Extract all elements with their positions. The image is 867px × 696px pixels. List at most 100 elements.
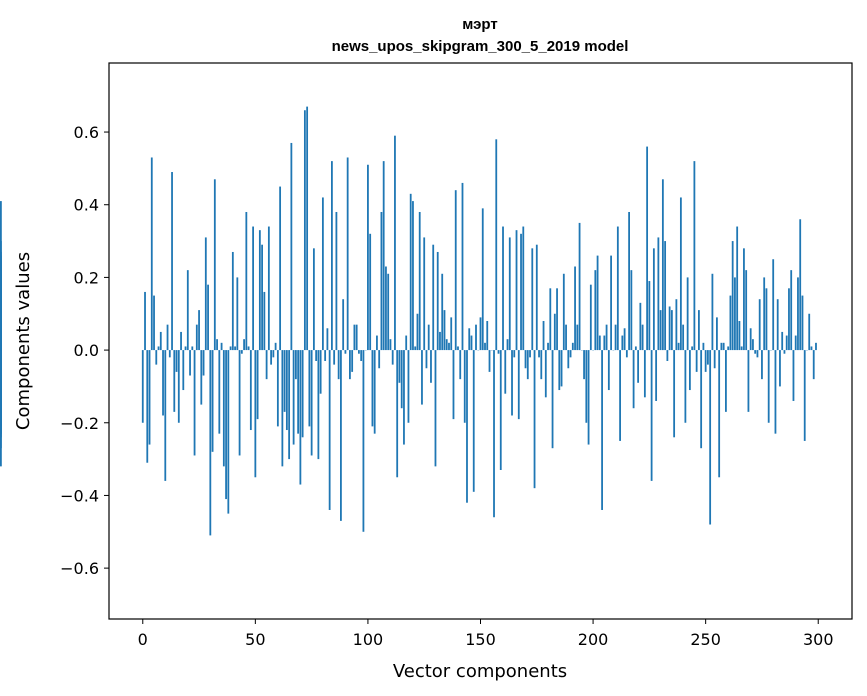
bar-4 (150, 157, 153, 351)
bar-196 (583, 350, 585, 380)
bar-127 (427, 324, 430, 351)
bar-58 (272, 350, 275, 358)
x-tick-label: 200 (578, 630, 609, 649)
bar-113 (396, 350, 399, 478)
bar-243 (688, 350, 691, 391)
bar-145 (468, 328, 471, 351)
bar-80 (321, 197, 324, 351)
bar-111 (391, 350, 394, 365)
bar-172 (529, 350, 531, 358)
bar-278 (767, 350, 770, 423)
bar-32 (213, 179, 216, 351)
bar-291 (797, 277, 799, 351)
bar-138 (452, 350, 455, 420)
bar-247 (698, 310, 700, 351)
bar-160 (502, 226, 504, 351)
bar-140 (457, 346, 459, 351)
bar-22 (191, 346, 194, 351)
bar-288 (790, 270, 793, 351)
bar-182 (551, 350, 554, 449)
bar-223 (643, 350, 646, 398)
bar-107 (382, 161, 385, 351)
bar-64 (285, 350, 288, 431)
bar-213 (621, 335, 624, 351)
bar-226 (650, 350, 653, 481)
bar-6 (155, 350, 158, 365)
bar-118 (407, 350, 410, 423)
bar-2 (146, 350, 149, 463)
bar-177 (540, 350, 543, 380)
bar-47 (247, 346, 250, 351)
bar-51 (256, 350, 259, 420)
bar-100 (367, 164, 369, 351)
bar-28 (204, 237, 207, 351)
bar-180 (547, 342, 549, 351)
bar-298 (812, 350, 815, 380)
bar-undefined (0, 350, 2, 438)
bar-17 (180, 331, 182, 351)
bar-216 (628, 211, 630, 351)
bar-20 (186, 270, 189, 351)
bar-161 (504, 350, 507, 394)
bar-76 (312, 248, 315, 351)
y-tick-label: 0.4 (74, 196, 99, 215)
bar-206 (605, 324, 608, 351)
bar-244 (691, 346, 694, 351)
bar-50 (254, 350, 257, 478)
bar-62 (281, 350, 284, 467)
bar-70 (299, 350, 302, 485)
bar-148 (475, 324, 477, 351)
bar-141 (459, 350, 462, 380)
bar-134 (443, 310, 446, 351)
bar-36 (222, 350, 225, 467)
bar-163 (508, 237, 511, 351)
bar-27 (202, 350, 205, 376)
bar-16 (177, 350, 180, 423)
bar-197 (585, 350, 588, 423)
bar-249 (702, 342, 705, 351)
bar-239 (679, 197, 682, 351)
bar-73 (306, 106, 309, 351)
bar-277 (765, 288, 768, 351)
bar-74 (308, 350, 311, 427)
bar-53 (261, 244, 263, 351)
bar-8 (159, 331, 162, 351)
bar-296 (808, 313, 811, 351)
bar-9 (162, 350, 164, 416)
bar-218 (632, 350, 635, 409)
bar-26 (200, 350, 203, 405)
bar-241 (684, 350, 687, 423)
bar-167 (517, 350, 520, 420)
bar-176 (538, 350, 540, 358)
bar-225 (648, 281, 651, 351)
bar-179 (544, 350, 547, 398)
bar-283 (779, 350, 781, 387)
bar-75 (310, 350, 313, 456)
y-tick-label: 0.6 (74, 123, 99, 142)
bar-92 (349, 350, 351, 380)
bar-269 (747, 350, 750, 412)
x-axis-label: Vector components (393, 661, 567, 682)
bar-157 (495, 139, 498, 351)
y-tick-label: −0.4 (60, 486, 99, 505)
bar-68 (294, 350, 297, 380)
bar-210 (614, 324, 617, 351)
bar-235 (670, 310, 673, 351)
bar-139 (454, 190, 457, 351)
bar-280 (772, 259, 775, 351)
bar-69 (297, 350, 300, 434)
bar-242 (686, 277, 689, 351)
bar-3 (148, 350, 151, 445)
bar-120 (412, 201, 414, 351)
bar-151 (481, 208, 484, 351)
bar-178 (542, 321, 545, 351)
bar-275 (761, 350, 763, 380)
bar-82 (326, 328, 329, 351)
bar-49 (252, 226, 254, 351)
bar-276 (763, 277, 766, 351)
bar-251 (707, 350, 709, 365)
bar-117 (405, 335, 408, 351)
bar-46 (245, 211, 248, 351)
bar-146 (470, 335, 473, 351)
bar-217 (630, 270, 633, 351)
